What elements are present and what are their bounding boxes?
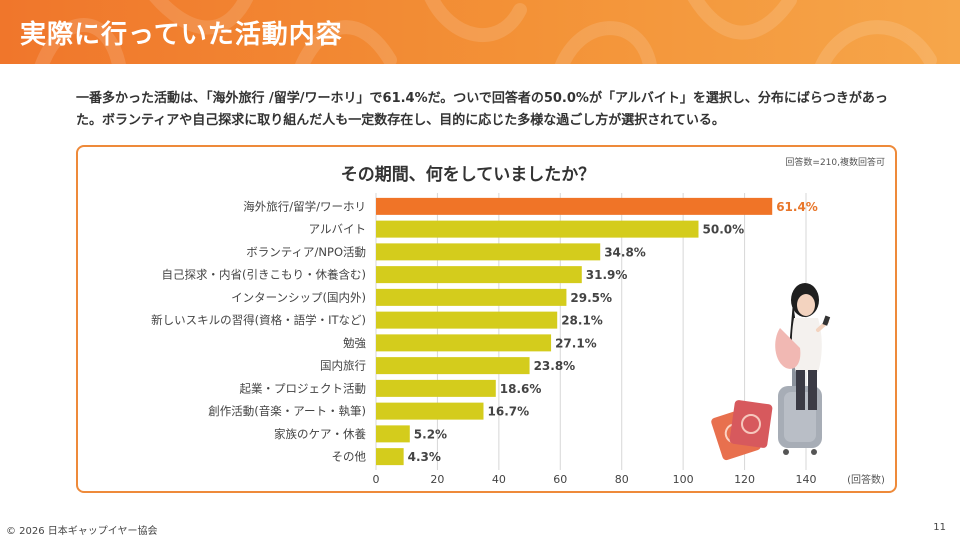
category-label: ボランティア/NPO活動 — [246, 245, 366, 259]
chart-title: その期間、何をしていましたか？ — [340, 165, 596, 185]
x-tick-label: 120 — [734, 473, 755, 486]
x-axis-ticks: 0 20 40 60 80 100 120 140 — [373, 473, 817, 486]
bar — [376, 220, 699, 238]
x-tick-label: 60 — [553, 473, 567, 486]
bar — [376, 379, 496, 397]
category-label: 創作活動(音楽・アート・執筆) — [208, 404, 366, 418]
person-illustration — [775, 283, 831, 410]
x-tick-label: 0 — [373, 473, 380, 486]
x-tick-label: 80 — [615, 473, 629, 486]
bar-value-label: 29.5% — [570, 291, 612, 305]
bar — [376, 334, 552, 352]
category-label: 新しいスキルの習得(資格・語学・ITなど) — [151, 313, 366, 327]
bar-value-label: 5.2% — [414, 427, 447, 441]
traveler-illustration — [711, 283, 831, 461]
bar — [376, 311, 558, 329]
x-axis-unit-label: (回答数) — [847, 473, 885, 486]
category-labels: 海外旅行/留学/ワーホリアルバイトボランティア/NPO活動自己探求・内省(引きこ… — [151, 199, 366, 463]
category-label: 起業・プロジェクト活動 — [240, 381, 367, 395]
bar — [376, 357, 530, 375]
bar-value-label: 4.3% — [408, 450, 441, 464]
category-label: アルバイト — [309, 222, 366, 236]
category-label: 家族のケア・休養 — [274, 427, 366, 441]
x-tick-label: 140 — [796, 473, 817, 486]
category-label: 国内旅行 — [320, 359, 366, 373]
header-banner: 実際に行っていた活動内容 — [0, 0, 960, 64]
bar-value-label: 18.6% — [500, 382, 542, 396]
bar-value-label: 31.9% — [586, 268, 628, 282]
x-tick-label: 20 — [430, 473, 444, 486]
header-texture — [34, 0, 937, 64]
bar-value-label: 23.8% — [534, 359, 576, 373]
page-title: 実際に行っていた活動内容 — [20, 20, 343, 50]
bar — [376, 243, 601, 261]
bar — [376, 197, 773, 215]
category-label: インターンシップ(国内外) — [231, 290, 366, 304]
bar — [376, 266, 582, 284]
bar — [376, 288, 567, 306]
bar-value-label: 27.1% — [555, 336, 597, 350]
category-label: 自己探求・内省(引きこもり・休養含む) — [162, 268, 366, 282]
bar — [376, 402, 484, 420]
bar — [376, 448, 404, 466]
category-label: 海外旅行/留学/ワーホリ — [243, 199, 366, 213]
category-label: 勉強 — [343, 336, 366, 350]
summary-text: 一番多かった活動は、「海外旅行 /留学/ワーホリ」で61.4%だ。ついで回答者の… — [76, 91, 888, 128]
x-tick-label: 100 — [673, 473, 694, 486]
chart-note: 回答数=210,複数回答可 — [785, 158, 885, 168]
category-label: その他 — [332, 450, 367, 464]
bar-value-label: 34.8% — [604, 245, 646, 259]
bar-value-label: 28.1% — [561, 314, 603, 328]
bar-value-label: 16.7% — [488, 405, 530, 419]
bar-value-label: 61.4% — [776, 200, 818, 214]
chart-bars — [376, 197, 773, 466]
bar — [376, 425, 410, 443]
value-labels: 61.4% 50.0% 34.8% 31.9% 29.5% 28.1% 27.1% 23.8%… — [408, 200, 818, 464]
bar-value-label: 50.0% — [703, 223, 745, 237]
copyright-text: © 2026 日本ギャップイヤー協会 — [6, 526, 158, 537]
page-number: 11 — [933, 522, 946, 533]
x-tick-label: 40 — [492, 473, 506, 486]
passport-icon — [711, 400, 773, 461]
